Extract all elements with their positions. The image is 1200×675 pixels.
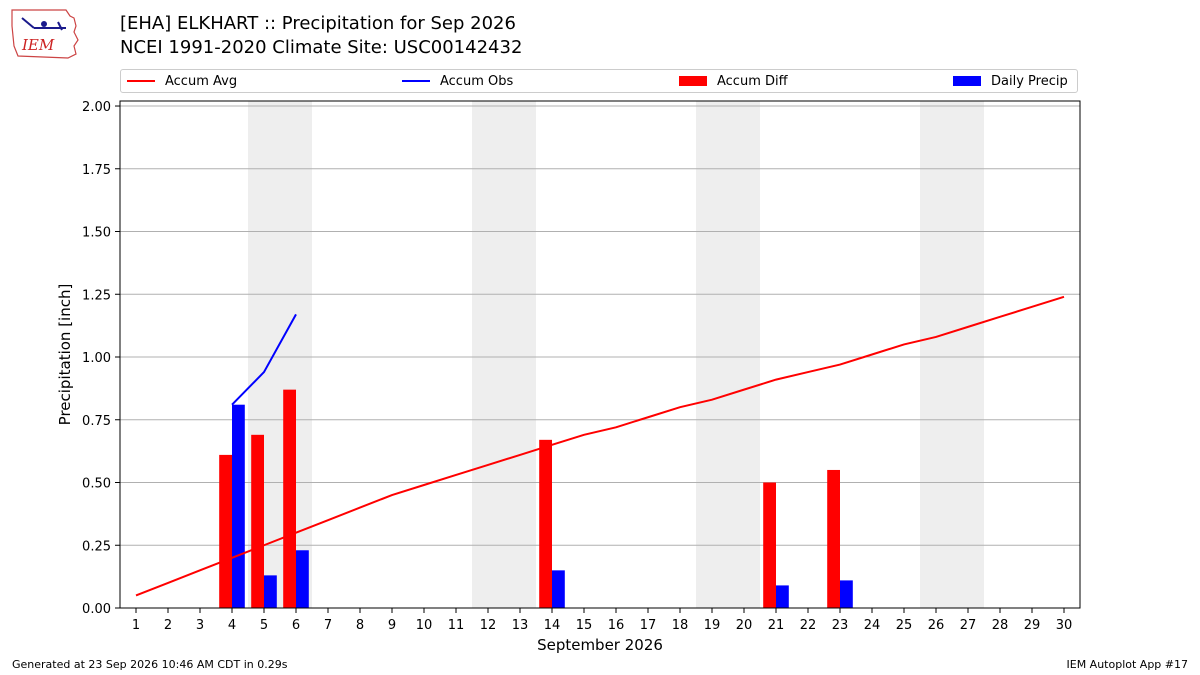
weekend-shade-day-19 [696,101,728,608]
legend-accum-diff-label: Accum Diff [717,73,788,89]
y-tick-label: 0.00 [82,602,111,617]
x-tick-label: 4 [228,618,236,633]
x-tick-label: 3 [196,618,204,633]
legend-accum-avg-label: Accum Avg [165,73,238,89]
x-tick-label: 6 [292,618,300,633]
plot-frame [119,100,1081,609]
legend-accum-diff: Accum Diff [679,70,788,92]
y-tick-label: 1.00 [82,351,111,366]
x-tick-label: 1 [132,618,140,633]
x-tick-label: 24 [864,618,881,633]
x-tick-label: 16 [608,618,625,633]
daily-precip-bar-day-6 [296,550,309,608]
x-tick-label: 13 [512,618,529,633]
x-tick-label: 21 [768,618,785,633]
x-tick-label: 27 [960,618,977,633]
legend-accum-avg: Accum Avg [127,70,237,92]
legend-accum-obs-swatch [402,80,430,82]
iem-logo-icon: IEM [11,9,79,59]
x-tick-label: 25 [896,618,913,633]
legend-accum-diff-swatch [679,76,707,86]
logo-text: IEM [21,36,55,54]
legend: Accum Avg Accum Obs Accum Diff Daily Pre… [120,69,1078,93]
x-tick-label: 18 [672,618,689,633]
chart-title: [EHA] ELKHART :: Precipitation for Sep 2… [120,13,516,34]
x-tick-label: 19 [704,618,721,633]
y-tick-label: 0.75 [82,414,111,429]
x-tick-label: 22 [800,618,817,633]
x-tick-label: 23 [832,618,849,633]
y-tick-label: 1.75 [82,163,111,178]
y-tick-label: 1.25 [82,288,111,303]
weekend-shade-day-27 [952,101,984,608]
accum-avg-line [135,295,1065,597]
axis-ticks: 0.000.250.500.751.001.251.501.752.001 2 3 4… [82,100,1072,633]
daily-precip-bar-day-5 [264,575,277,608]
x-tick-label: 17 [640,618,657,633]
accum-diff-bar-day-14 [539,439,552,608]
app-label: IEM Autoplot App #17 [1066,658,1189,671]
weekend-shade-day-13 [504,101,536,608]
legend-daily-precip: Daily Precip [953,70,1068,92]
x-tick-label: 26 [928,618,945,633]
x-tick-label: 20 [736,618,753,633]
legend-accum-avg-swatch [127,80,155,82]
legend-daily-precip-label: Daily Precip [991,73,1068,89]
bars [219,389,853,608]
y-axis-label: Precipitation [inch] [56,284,74,426]
accum-diff-bar-day-21 [763,482,776,608]
weekend-shading [248,101,984,608]
y-tick-label: 0.50 [82,477,111,492]
x-tick-label: 9 [388,618,396,633]
daily-precip-bar-day-21 [776,585,789,608]
accum-diff-bar-day-23 [827,469,840,608]
x-tick-label: 5 [260,618,268,633]
weekend-shade-day-26 [920,101,952,608]
x-axis-label: September 2026 [537,636,663,654]
x-tick-label: 15 [576,618,593,633]
accum-diff-bar-day-6 [283,389,296,608]
legend-daily-precip-swatch [953,76,981,86]
legend-accum-obs-label: Accum Obs [440,73,514,89]
daily-precip-bar-day-4 [232,404,245,608]
daily-precip-bar-day-14 [552,570,565,608]
x-tick-label: 14 [544,618,561,633]
y-tick-label: 2.00 [82,100,111,115]
x-tick-label: 10 [416,618,433,633]
x-tick-label: 8 [356,618,364,633]
x-tick-label: 29 [1024,618,1041,633]
y-tick-label: 1.50 [82,226,111,241]
y-tick-label: 0.25 [82,539,111,554]
lines [135,295,1065,597]
accum-obs-line [231,313,297,406]
x-tick-label: 28 [992,618,1009,633]
accum-diff-bar-day-5 [251,434,264,608]
generated-timestamp: Generated at 23 Sep 2026 10:46 AM CDT in… [12,658,288,671]
x-tick-label: 2 [164,618,172,633]
x-tick-label: 12 [480,618,497,633]
accum-diff-bar-day-4 [219,454,232,608]
x-tick-label: 7 [324,618,332,633]
weekend-shade-day-12 [472,101,504,608]
weekend-shade-day-20 [728,101,760,608]
x-tick-label: 30 [1056,618,1073,633]
chart-subtitle: NCEI 1991-2020 Climate Site: USC00142432 [120,37,523,58]
x-tick-label: 11 [448,618,465,633]
legend-accum-obs: Accum Obs [402,70,513,92]
daily-precip-bar-day-23 [840,580,853,608]
